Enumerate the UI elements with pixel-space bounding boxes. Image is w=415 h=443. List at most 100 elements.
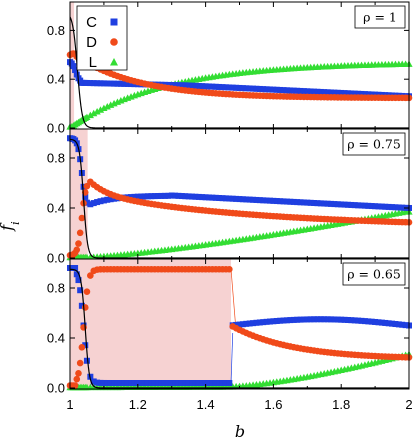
C-point — [178, 193, 185, 200]
C-point — [195, 380, 202, 386]
C-point — [267, 197, 274, 204]
C-point — [168, 82, 175, 89]
C-point — [189, 193, 196, 200]
C-point — [104, 196, 111, 203]
C-point — [82, 193, 89, 200]
C-point — [202, 380, 209, 386]
C-point — [385, 203, 392, 210]
C-point — [277, 86, 284, 93]
annotation-box — [342, 132, 406, 156]
C-point — [205, 380, 212, 386]
C-point — [80, 183, 87, 190]
C-point — [273, 86, 280, 93]
C-point — [175, 82, 182, 89]
C-point — [395, 204, 402, 211]
panel-rho-1: 0.0 0.4 0.8 ρ = 1 — [47, 1, 413, 136]
C-point — [144, 380, 151, 386]
C-point — [83, 199, 90, 206]
C-point — [280, 198, 287, 205]
C-point — [344, 90, 351, 97]
C-point — [290, 87, 297, 94]
C-point — [267, 86, 274, 93]
C-point — [338, 201, 345, 208]
D-point — [87, 272, 94, 279]
C-point — [311, 88, 318, 95]
C-point — [199, 83, 206, 90]
C-point — [378, 203, 385, 210]
C-point — [229, 84, 236, 91]
C-point — [87, 201, 94, 208]
C-point — [348, 317, 355, 324]
C-point — [260, 197, 267, 204]
C-point — [399, 321, 406, 328]
legend-marker-C — [110, 18, 118, 26]
C-point — [256, 319, 263, 326]
C-point — [182, 193, 189, 200]
C-point — [158, 192, 165, 199]
C-point — [100, 379, 107, 386]
C-point — [138, 380, 145, 386]
C-point — [297, 87, 304, 94]
y-tick-label: 0.4 — [47, 72, 65, 87]
D-point — [76, 229, 84, 237]
L-point — [93, 107, 101, 115]
x-tick-label: 1.2 — [129, 397, 147, 412]
C-point — [297, 316, 304, 323]
C-point — [300, 88, 307, 95]
C-point — [287, 198, 294, 205]
C-point — [243, 85, 250, 92]
C-point — [355, 202, 362, 209]
C-point — [107, 196, 114, 203]
C-point — [328, 200, 335, 207]
C-point — [158, 380, 165, 386]
C-point — [161, 380, 168, 386]
C-point — [361, 318, 368, 325]
C-point — [94, 379, 101, 386]
C-point — [236, 196, 243, 203]
C-point — [338, 89, 345, 96]
C-point — [226, 84, 233, 91]
C-point — [202, 83, 209, 90]
C-point — [73, 271, 80, 278]
C-point — [90, 378, 97, 385]
C-point — [243, 196, 250, 203]
C-point — [111, 80, 118, 87]
C-point — [348, 90, 355, 97]
C-point — [250, 196, 257, 203]
C-point — [382, 319, 389, 326]
C-point — [311, 316, 318, 323]
C-point — [229, 195, 236, 202]
C-point — [287, 87, 294, 94]
C-point — [344, 201, 351, 208]
C-point — [270, 197, 277, 204]
C-point — [300, 199, 307, 206]
C-point — [114, 379, 121, 386]
C-point — [341, 316, 348, 323]
C-point — [212, 380, 219, 386]
D-point — [75, 369, 82, 377]
C-point — [83, 357, 90, 364]
C-point — [148, 380, 155, 386]
C-point — [209, 380, 216, 386]
C-point — [331, 201, 338, 208]
C-point — [205, 194, 212, 201]
C-point — [226, 380, 233, 386]
C-point — [117, 80, 124, 87]
C-point — [361, 91, 368, 98]
C-point — [243, 320, 250, 327]
C-point — [317, 316, 324, 323]
C-point — [216, 380, 223, 386]
C-point — [382, 203, 389, 210]
C-point — [172, 82, 179, 89]
x-tick-label: 1 — [66, 397, 73, 412]
C-point — [134, 193, 141, 200]
C-point — [138, 193, 145, 200]
C-point — [165, 192, 172, 199]
C-point — [72, 265, 79, 271]
C-point — [205, 83, 212, 90]
C-point — [100, 197, 107, 204]
y-tick-label: 0.0 — [47, 121, 65, 136]
C-point — [90, 80, 97, 87]
C-point — [283, 87, 290, 94]
C-point — [307, 316, 314, 323]
